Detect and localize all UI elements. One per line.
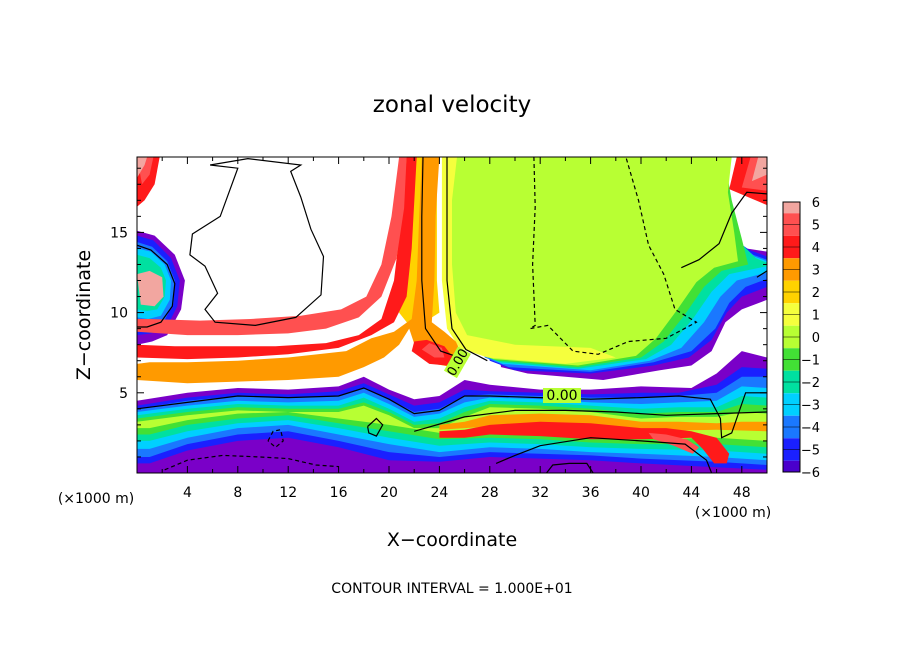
colorbar-label: 4 [812,241,820,256]
colorbar-swatch [783,247,800,259]
x-tick-label: 48 [733,485,751,501]
colorbar-label: −3 [801,399,820,414]
contour-line-12 [164,454,339,471]
contour-line-5 [414,409,767,432]
colorbar-swatch [783,224,800,236]
contour-line-0 [189,157,325,327]
velocity-zone-35 [751,157,767,182]
colorbar-swatch [783,348,800,360]
contour-label-2: 0.00 [543,388,581,404]
x-tick-label: 20 [380,485,398,501]
colorbar-label: −5 [801,444,820,459]
colorbar-swatch [783,337,800,349]
x-tick-label: 44 [682,485,700,501]
y-axis-label: Z−coordinate [73,250,95,380]
colorbar-swatch [783,460,800,472]
plot-frame [136,156,768,474]
velocity-zone-19 [425,157,616,364]
x-tick-label: 40 [632,485,650,501]
colorbar-swatch [783,314,800,326]
chart-title: zonal velocity [373,92,531,118]
velocity-zone-36 [273,447,294,457]
contour-line-10 [495,437,713,473]
x-axis-label: X−coordinate [387,529,517,551]
colorbar: 6 5 4 3 2 1 0 −1 −2 −3 −4 −5 −6 [782,196,820,481]
colorbar-swatch [783,303,800,315]
colorbar-label: 0 [812,331,820,346]
contour-line-8 [681,191,767,269]
velocity-zone-37 [317,453,342,461]
colorbar-label: −4 [801,421,820,436]
velocity-zone-24 [439,421,730,464]
colorbar-swatch [783,438,800,450]
velocity-zone-17 [421,157,738,366]
colorbar-label: 1 [812,309,820,324]
colorbar-swatch [783,325,800,337]
contour-line-7 [756,270,767,278]
colorbar-swatch [783,404,800,416]
contour-label-text-2: 0.00 [546,388,577,404]
colorbar-label: 6 [812,196,820,211]
colorbar-swatch [783,427,800,439]
velocity-zone-29 [421,343,445,358]
x-tick-label: 24 [430,485,448,501]
contour-line-6 [367,417,384,437]
colorbar-label: −2 [801,376,820,391]
x-axis-ticks: 4 8 12 16 20 24 28 32 36 40 44 48 [161,157,751,501]
x-tick-label: 36 [582,485,600,501]
contour-line-2 [137,387,767,439]
y-tick-label: 10 [110,306,128,322]
colorbar-swatch [783,370,800,382]
velocity-zone-33 [137,270,164,307]
colorbar-swatch [783,382,800,394]
colorbar-label: 2 [812,286,820,301]
colorbar-label: 3 [812,264,820,279]
colorbar-swatch [783,258,800,270]
colorbar-swatch [783,235,800,247]
colorbar-swatch [783,449,800,461]
x-unit-label: (×1000 m) [695,505,771,521]
colorbar-swatch [783,280,800,292]
colorbar-swatch [783,393,800,405]
contour-line-13 [267,428,284,449]
x-tick-label: 28 [481,485,499,501]
colorbar-swatch [783,202,800,214]
x-tick-label: 32 [531,485,549,501]
contour-line-1 [137,244,176,328]
x-tick-label: 16 [330,485,348,501]
colorbar-swatch [783,269,800,281]
z-unit-label: (×1000 m) [58,491,134,507]
y-tick-label: 15 [110,225,128,241]
colorbar-label: −1 [801,354,820,369]
contour-line-11 [529,157,698,355]
velocity-zone-34 [137,157,148,178]
contour-lines [137,157,767,473]
y-axis-ticks: 5 10 15 [110,167,767,458]
contour-line-4 [446,157,488,362]
x-tick-label: 8 [233,485,242,501]
colorbar-swatch [783,213,800,225]
y-tick-label: 5 [119,386,128,402]
contour-line-9 [546,462,594,473]
colorbar-label: −6 [801,466,820,481]
colorbar-swatch [783,415,800,427]
colorbar-swatch [783,292,800,304]
colorbar-swatch [783,359,800,371]
contour-interval-footer: CONTOUR INTERVAL = 1.000E+01 [331,581,572,597]
colorbar-label: 5 [812,219,820,234]
x-tick-label: 12 [279,485,297,501]
x-tick-label: 4 [183,485,192,501]
